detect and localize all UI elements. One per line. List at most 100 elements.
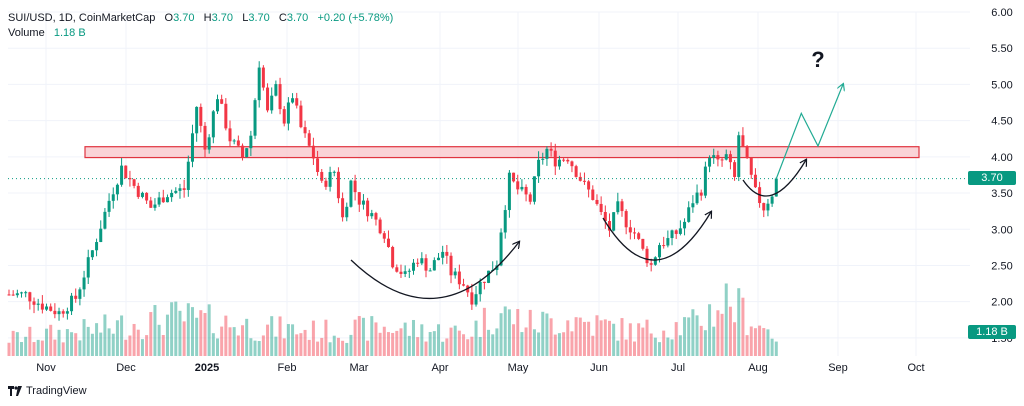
candle-body (295, 98, 299, 106)
volume-bar (712, 326, 716, 356)
candle-body (170, 192, 174, 198)
candle-body (370, 213, 374, 217)
volume-bar (257, 341, 261, 356)
volume-bar (607, 320, 611, 356)
volume-bar (132, 323, 136, 356)
x-tick-label: Mar (350, 362, 369, 374)
volume-bar (78, 340, 82, 356)
candle-body (274, 84, 278, 96)
candle-body (524, 186, 528, 195)
volume-bar (86, 326, 90, 356)
candle-body (140, 192, 144, 197)
candle-body (165, 197, 169, 203)
candle-body (687, 207, 691, 222)
candle-body (482, 281, 486, 283)
volume-bar (653, 337, 657, 356)
y-tick-label: 5.50 (991, 43, 1012, 55)
tradingview-logo-icon (8, 386, 22, 396)
candle-body (15, 293, 19, 296)
candle-body (662, 245, 666, 247)
volume-bar (770, 338, 774, 356)
volume-bars (7, 283, 778, 356)
volume-bar (374, 322, 378, 356)
x-tick-label: Jul (671, 362, 685, 374)
candle-body (516, 181, 520, 190)
candle-body (737, 135, 741, 177)
footer-brand[interactable]: TradingView (8, 385, 87, 397)
volume-bar (616, 340, 620, 356)
volume-bar (370, 316, 374, 356)
y-tick-label: 6.00 (991, 7, 1012, 19)
volume-bar (124, 339, 128, 356)
candle-body (328, 172, 332, 187)
volume-bar (749, 326, 753, 356)
volume-bar (666, 337, 670, 356)
candle-body (407, 270, 411, 272)
candle-body (353, 180, 357, 193)
volume-bar (411, 319, 415, 356)
candle-body (261, 67, 265, 88)
candle-body (762, 203, 766, 211)
candle-body (612, 212, 616, 231)
candle-body (557, 159, 561, 167)
candle-body (378, 219, 382, 234)
x-tick-label: May (508, 362, 529, 374)
candle-body (616, 201, 620, 213)
candle-body (566, 159, 570, 162)
candle-body (399, 271, 403, 274)
candle-body (120, 165, 124, 185)
volume-bar (195, 317, 199, 356)
candle-body (99, 228, 103, 243)
volume-bar (587, 321, 591, 356)
volume-bar (499, 313, 503, 356)
volume-bar (532, 329, 536, 356)
candle-body (320, 171, 324, 181)
volume-bar (470, 336, 474, 356)
candle-body (128, 178, 132, 180)
volume-bar (753, 328, 757, 356)
candle-body (411, 262, 415, 271)
volume-bar (395, 330, 399, 356)
candle-body (766, 203, 770, 211)
volume-bar (570, 331, 574, 356)
candle-body (86, 257, 90, 278)
volume-bar (328, 342, 332, 356)
volume-bar (324, 319, 328, 356)
volume-bar (382, 326, 386, 356)
projection-arrow (775, 84, 843, 179)
volume-bar (165, 314, 169, 356)
volume-bar (95, 323, 99, 356)
volume-bar (99, 332, 103, 356)
cup-curve-2 (602, 212, 711, 261)
volume-bar (399, 328, 403, 356)
y-tick-label: 3.00 (991, 224, 1012, 236)
candle-body (424, 258, 428, 271)
question-mark: ? (811, 47, 824, 72)
volume-bar (291, 324, 295, 356)
candle-body (670, 230, 674, 239)
volume-bar (562, 332, 566, 356)
legend-close-label: C (278, 12, 287, 24)
volume-bar (545, 313, 549, 356)
volume-bar (199, 310, 203, 356)
volume-bar (161, 335, 165, 356)
candle-body (153, 204, 157, 208)
volume-bar (637, 323, 641, 356)
volume-bar (286, 324, 290, 356)
y-tick-label: 2.50 (991, 260, 1012, 272)
candle-body (499, 232, 503, 266)
candle-body (453, 271, 457, 276)
volume-bar (341, 340, 345, 356)
candle-body (462, 284, 466, 286)
legend-high-label: H (203, 12, 212, 24)
candle-body (624, 211, 628, 228)
volume-bar (357, 316, 361, 356)
volume-bar (270, 316, 274, 356)
volume-bar (703, 330, 707, 356)
x-tick-label: Oct (907, 362, 924, 374)
candle-body (107, 200, 111, 212)
candle-body (441, 251, 445, 258)
candle-body (595, 199, 599, 204)
cup-curve-3 (742, 160, 806, 197)
